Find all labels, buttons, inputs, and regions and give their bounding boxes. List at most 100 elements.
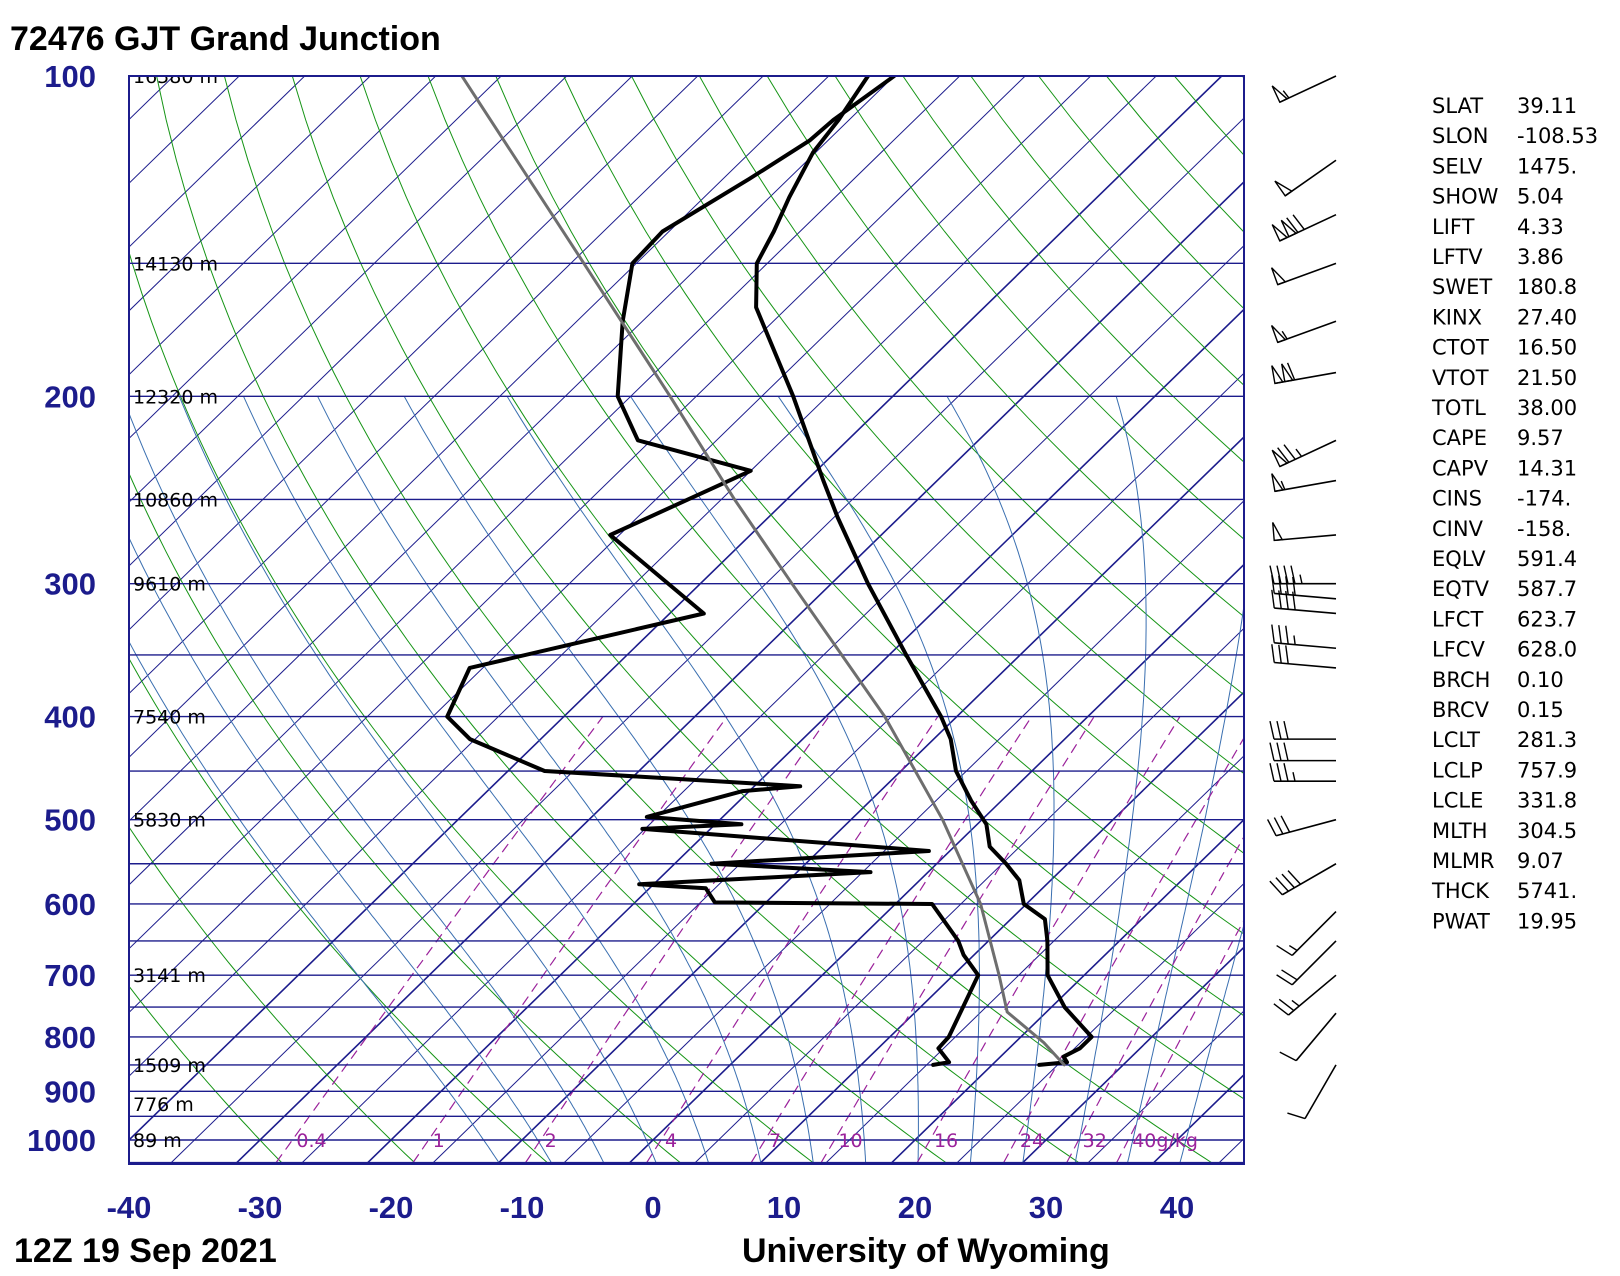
wind-barb-staff: [1304, 1064, 1337, 1119]
wind-barb-flag: [1270, 267, 1287, 286]
wind-barb: [1279, 1012, 1337, 1062]
isotherm-line: [129, 76, 502, 440]
wind-barb-feather: [1276, 944, 1293, 957]
plot-frame: [128, 75, 1245, 1165]
isotherm-line: [432, 372, 1244, 1163]
moist-adiabat-line: [178, 396, 657, 1163]
wind-barb: [1269, 863, 1337, 896]
wind-barb-feather: [1285, 625, 1289, 645]
wind-barb-flag: [1281, 363, 1294, 383]
index-value: 623.7: [1517, 607, 1577, 631]
height-label: 7540 m: [133, 707, 206, 729]
index-value: 38.00: [1517, 396, 1577, 420]
isotherm-line: [129, 76, 699, 631]
wind-barb-half-feather: [1281, 330, 1288, 340]
mixing-ratio-line: [1003, 736, 1244, 1163]
index-value: 0.15: [1517, 698, 1564, 722]
wind-barb-feather: [1276, 763, 1282, 782]
wind-barb-staff: [1274, 479, 1337, 493]
moist-adiabat-line: [630, 396, 919, 1163]
index-value: 180.8: [1517, 275, 1577, 299]
index-name: VTOT: [1432, 366, 1489, 390]
wind-barb-feather: [1273, 1003, 1289, 1016]
wind-barb: [1269, 763, 1336, 782]
wind-barb-feather: [1278, 644, 1282, 664]
pressure-tick-label: 200: [44, 379, 96, 414]
index-name: LCLP: [1432, 758, 1483, 782]
wind-barb-feather: [1290, 565, 1296, 584]
index-name: LFCV: [1432, 638, 1485, 662]
index-name: LFCT: [1432, 607, 1483, 631]
wind-barb-feather: [1276, 720, 1282, 740]
temperature-tick-label: -30: [238, 1190, 283, 1225]
stability-indices: SLAT 39.11 SLON -108.53 SELV 1475. SHOW 5.04 LIF…: [1431, 94, 1598, 933]
height-label: 12320 m: [133, 386, 218, 408]
wind-barb-staff: [1275, 818, 1337, 837]
isotherm-line: [760, 690, 1244, 1164]
moist-adiabat-line: [317, 396, 762, 1163]
pressure-tick-label: 300: [44, 567, 96, 602]
index-name: LCLE: [1432, 789, 1483, 813]
wind-barb: [1266, 815, 1337, 837]
height-label: 89 m: [133, 1130, 182, 1152]
isotherm-line: [129, 76, 437, 376]
index-name: PWAT: [1432, 909, 1490, 933]
index-value: 591.4: [1517, 547, 1577, 571]
index-value: 5741.: [1517, 879, 1577, 903]
index-value: 0.10: [1517, 668, 1564, 692]
wind-barb-flag: [1271, 449, 1289, 468]
dry-adiabat-line: [223, 76, 1079, 1163]
index-name: THCK: [1431, 879, 1490, 903]
index-value: 757.9: [1517, 758, 1577, 782]
moist-adiabat-line: [1179, 922, 1244, 1163]
wind-barb-flag: [1271, 85, 1289, 104]
isotherm-line: [129, 76, 633, 567]
mixing-ratio-line: [525, 716, 830, 1163]
isotherm-line: [825, 755, 1244, 1163]
isotherm-line: [129, 76, 895, 822]
pressure-tick-label: 400: [44, 700, 96, 735]
index-name: SLAT: [1432, 94, 1483, 118]
index-name: SHOW: [1432, 185, 1499, 209]
isotherm-line: [129, 76, 371, 312]
dry-adiabat-line: [427, 76, 1244, 1017]
wind-barb-feather: [1287, 1112, 1306, 1120]
wind-barb-feather: [1278, 998, 1295, 1012]
wind-barb-feather: [1278, 575, 1282, 595]
isotherm-line: [129, 76, 568, 503]
height-label: 5830 m: [133, 810, 206, 832]
wind-barb-feather: [1283, 720, 1289, 740]
wind-barb-feather: [1273, 817, 1284, 835]
dry-adiabat-line: [129, 826, 415, 1163]
index-value: 587.7: [1517, 577, 1577, 601]
index-name: MLTH: [1432, 819, 1488, 843]
temperature-profile-line: [754, 76, 1094, 1067]
index-value: -108.53: [1517, 124, 1598, 148]
wind-barb-feather: [1269, 742, 1275, 761]
wind-barb-half-feather: [1295, 448, 1303, 457]
mixing-ratio-line: [275, 716, 604, 1163]
isotherm-line: [236, 180, 1244, 1164]
wind-barb-feather: [1292, 591, 1296, 610]
moist-adiabat-line: [129, 411, 605, 1163]
moist-adiabat-line: [506, 396, 867, 1163]
wind-barb: [1271, 439, 1337, 468]
index-name: BRCV: [1432, 698, 1490, 722]
wind-barb-feather: [1271, 589, 1275, 609]
isotherm-line: [129, 76, 1157, 1077]
wind-barb: [1272, 522, 1337, 542]
mixing-ratio-label: 24: [1020, 1130, 1044, 1152]
wind-barb-feather: [1276, 565, 1282, 584]
height-labels: 16580 m 14130 m 12320 m 10860 m 9610 m 7540 m…: [133, 76, 218, 1152]
index-name: CAPE: [1432, 426, 1487, 450]
wind-barb-feather: [1269, 763, 1275, 782]
parcel-profile-line: [460, 76, 1066, 1067]
index-name: SLON: [1432, 124, 1489, 148]
wind-barb: [1270, 320, 1337, 344]
temperature-tick-label: -20: [369, 1190, 414, 1225]
index-value: 9.57: [1517, 426, 1564, 450]
isotherm-line: [956, 882, 1244, 1163]
index-value: 4.33: [1517, 215, 1564, 239]
wind-barb-staff: [1287, 974, 1337, 1016]
wind-barb-feather: [1278, 590, 1282, 609]
